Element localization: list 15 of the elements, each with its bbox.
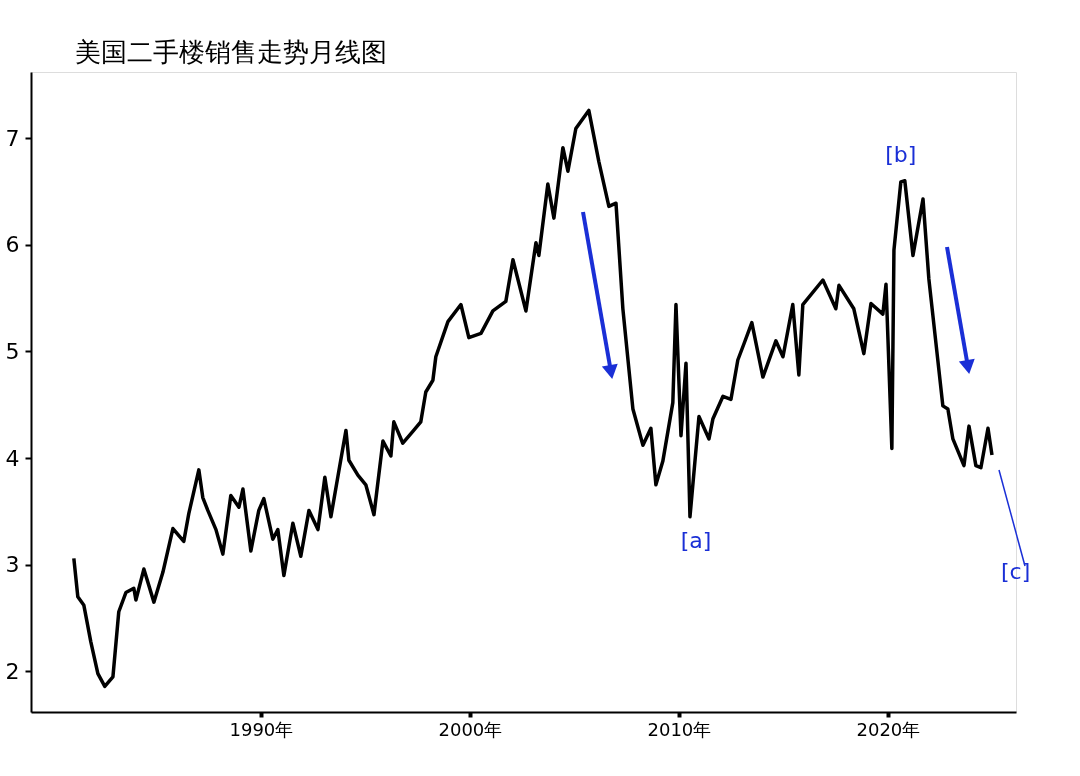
x-tick-label: 2010年 <box>647 718 712 740</box>
y-tick-label: 5 <box>5 338 20 364</box>
y-tick-label: 6 <box>5 232 20 258</box>
chart-title: 美国二手楼销售走势月线图 <box>75 37 387 67</box>
line-series <box>72 108 994 689</box>
annotation: [c] <box>1001 559 1031 584</box>
y-tick-label: 2 <box>5 658 20 684</box>
x-tick-label: 1990年 <box>229 718 294 740</box>
x-tick-label: 2020年 <box>856 718 921 740</box>
y-tick-label: 3 <box>5 552 20 578</box>
y-tick-label: 4 <box>5 445 20 471</box>
annotation: [a] <box>680 527 712 553</box>
x-tick-label: 2000年 <box>438 718 503 740</box>
y-tick-label: 7 <box>5 125 20 151</box>
annotation: [b] <box>885 141 917 167</box>
